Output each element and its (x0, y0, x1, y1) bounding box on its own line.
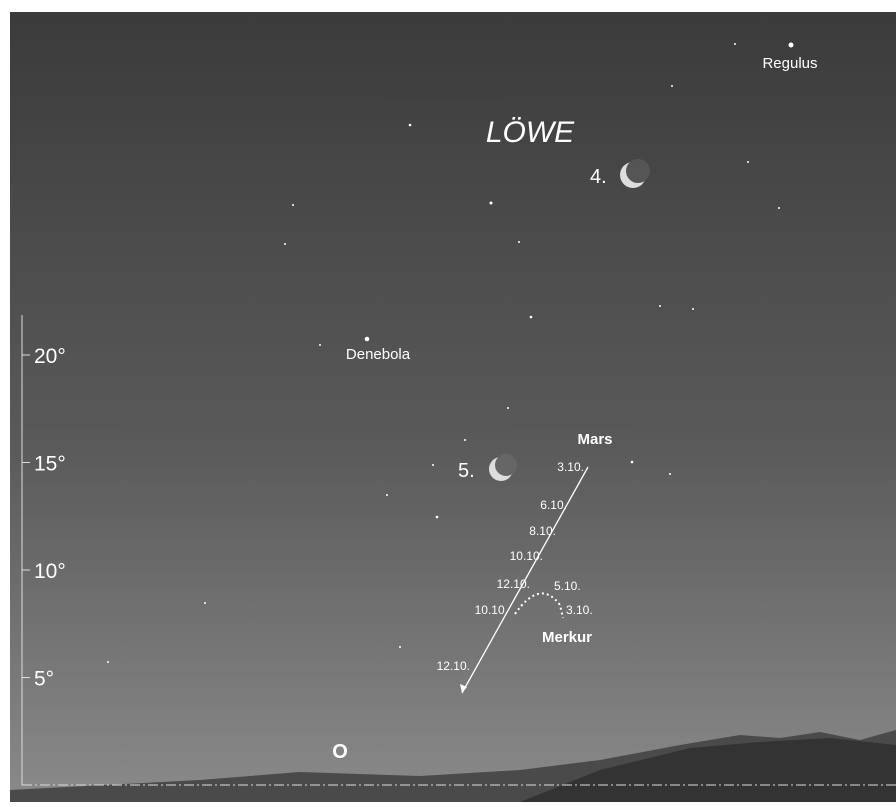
date-label: 3.10. (566, 603, 593, 617)
axis-tick-label: 5° (34, 668, 54, 691)
date-label: 5.10. (554, 579, 581, 593)
direction-label: O (332, 741, 348, 763)
moon-label: 4. (590, 166, 607, 188)
date-label: 12.10. (497, 577, 530, 591)
planet-label: Merkur (542, 629, 592, 646)
date-label: 6.10. (540, 498, 567, 512)
date-label: 12.10. (437, 659, 470, 673)
axis-tick-label: 20° (34, 345, 66, 368)
sky (10, 12, 896, 802)
axis-tick-label: 15° (34, 453, 66, 476)
star-denebola (365, 337, 370, 342)
axis-tick-label: 10° (34, 560, 66, 583)
date-label: 3.10. (557, 460, 584, 474)
moon-shadow (495, 454, 517, 476)
sky-chart: Regulus Denebola LÖWE 4. 5. Mars 3.10. 6… (0, 0, 896, 802)
moon-shadow (626, 159, 650, 183)
constellation-label: LÖWE (486, 116, 575, 149)
planet-label: Mars (577, 431, 612, 448)
star-label: Denebola (346, 346, 411, 363)
star-label: Regulus (762, 55, 817, 72)
date-label: 8.10. (529, 524, 556, 538)
date-label: 10.10. (510, 549, 543, 563)
star-regulus (789, 43, 794, 48)
moon-label: 5. (458, 460, 475, 482)
date-label: 10.10. (475, 603, 508, 617)
